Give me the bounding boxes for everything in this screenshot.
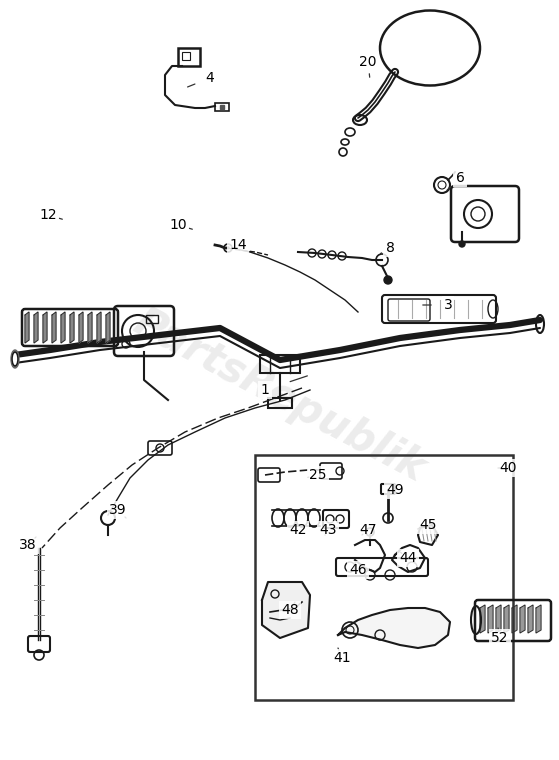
Polygon shape: [61, 312, 65, 343]
Bar: [215, 103, 229, 111]
Text: 40: 40: [499, 461, 517, 475]
Text: 4: 4: [206, 71, 214, 85]
Circle shape: [384, 276, 392, 284]
Polygon shape: [34, 312, 38, 343]
Text: 41: 41: [333, 651, 351, 665]
Polygon shape: [52, 312, 56, 343]
Polygon shape: [88, 312, 92, 343]
Text: 14: 14: [229, 238, 247, 252]
Text: 42: 42: [289, 523, 307, 537]
Text: 48: 48: [281, 603, 299, 617]
Text: 25: 25: [309, 468, 327, 482]
Polygon shape: [262, 582, 310, 638]
Text: 46: 46: [349, 563, 367, 577]
Text: 6: 6: [456, 171, 465, 185]
Text: 38: 38: [19, 538, 37, 552]
Text: 39: 39: [109, 503, 127, 517]
Polygon shape: [488, 605, 493, 633]
Bar: [220, 105, 224, 109]
Text: 52: 52: [491, 631, 509, 645]
Polygon shape: [43, 312, 47, 343]
Text: 43: 43: [319, 523, 337, 537]
Circle shape: [459, 241, 465, 247]
Bar: [255, 455, 513, 700]
Polygon shape: [106, 312, 110, 343]
Text: 47: 47: [359, 523, 377, 537]
Ellipse shape: [11, 350, 19, 368]
Ellipse shape: [12, 352, 18, 366]
Polygon shape: [480, 605, 485, 633]
Polygon shape: [338, 608, 450, 648]
Polygon shape: [70, 312, 74, 343]
Text: 1: 1: [260, 383, 269, 397]
Polygon shape: [504, 605, 509, 633]
Bar: [182, 52, 190, 60]
Polygon shape: [79, 312, 83, 343]
Polygon shape: [25, 312, 29, 343]
Polygon shape: [97, 312, 101, 343]
Polygon shape: [536, 605, 541, 633]
Text: 10: 10: [169, 218, 187, 232]
Polygon shape: [520, 605, 525, 633]
Bar: [146, 315, 158, 323]
Text: 12: 12: [39, 208, 57, 222]
Text: 20: 20: [359, 55, 377, 69]
Text: 8: 8: [386, 241, 395, 255]
Polygon shape: [496, 605, 501, 633]
Polygon shape: [528, 605, 533, 633]
Bar: [178, 48, 200, 66]
Text: 44: 44: [399, 551, 417, 565]
Bar: [268, 398, 292, 408]
Polygon shape: [512, 605, 517, 633]
Text: PartsRepublik: PartsRepublik: [126, 300, 433, 490]
Text: 3: 3: [444, 298, 452, 312]
Bar: [260, 355, 300, 373]
Text: 45: 45: [419, 518, 437, 532]
Text: 49: 49: [386, 483, 404, 497]
